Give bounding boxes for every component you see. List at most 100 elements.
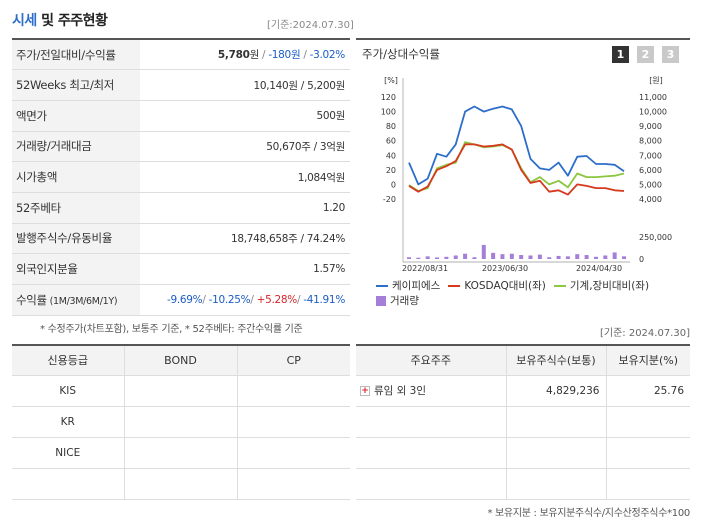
expand-icon[interactable]: +: [360, 386, 370, 396]
volume-bar: [425, 256, 430, 259]
quote-table: 주가/전일대비/수익률 5,780원 / -180원 / -3.02% 52We…: [12, 38, 350, 316]
row-value: 1.20: [322, 201, 345, 214]
row-label: 시가총액: [12, 161, 140, 193]
chart-panel: 주가/상대수익률 1 2 3 [%] [원] 120 100 80 60 40 20 0 -20 1…: [356, 38, 690, 318]
right-tick-label: 9,000: [639, 122, 662, 131]
major-shareholders-table: 주요주주 보유주식수(보통) 보유지분(%) + 류임 외 3인 4,829,23…: [356, 344, 690, 500]
volume-bar: [622, 256, 626, 259]
chart-title: 주가/상대수익률: [362, 47, 440, 61]
footnote-quote: * 수정주가(차트포함), 보통주 기준, * 52주베타: 주간수익률 기준: [40, 324, 303, 335]
left-tick-label: -20: [383, 195, 396, 204]
legend-volume: 거래량: [376, 293, 419, 308]
footnote-holdings: * 보유지분 : 보유지분주식수/지수산정주식수*100: [487, 508, 690, 519]
row-value: 1,084억원: [297, 171, 346, 184]
volume-bar: [416, 257, 421, 259]
table-row: NICE: [12, 436, 350, 469]
x-tick-label: 2023/06/30: [482, 264, 528, 273]
row-value: 50,670주 / 3억원: [266, 140, 345, 153]
row-label: 외국인지분율: [12, 253, 140, 285]
series-line: [408, 105, 625, 186]
right-tick-label: 8,000: [639, 137, 662, 146]
volume-bar: [593, 256, 598, 259]
volume-bar: [612, 252, 617, 259]
legend-kosdaq: KOSDAQ대비(좌): [448, 278, 546, 293]
chart-legend: 케이피에스 KOSDAQ대비(좌) 기계,장비대비(좌) 거래량: [376, 278, 657, 308]
volume-bar: [528, 255, 533, 259]
volume-tick-label: 250,000: [639, 233, 672, 242]
row-value: 18,748,658주 / 74.24%: [230, 232, 345, 245]
table-row: [356, 467, 690, 500]
table-row: KIS: [12, 374, 350, 407]
asof-date-2: [기준: 2024.07.30]: [599, 328, 690, 339]
left-tick-label: 20: [386, 166, 396, 175]
right-tick-label: 11,000: [639, 93, 667, 102]
chart-page-button-1[interactable]: 1: [612, 46, 629, 63]
row-label: 52Weeks 최고/최저: [12, 69, 140, 101]
right-tick-label: 4,000: [639, 195, 662, 204]
volume-zero-label: 0: [639, 255, 644, 264]
volume-bar: [444, 256, 449, 259]
right-tick-label: 10,000: [639, 108, 667, 117]
row-value: 1.57%: [313, 263, 345, 276]
right-axis-unit: [원]: [649, 76, 663, 85]
left-axis-unit: [%]: [384, 76, 398, 85]
left-tick-label: 100: [381, 108, 396, 117]
volume-bar: [463, 253, 468, 259]
volume-bar: [575, 254, 580, 259]
volume-bar: [547, 257, 552, 259]
legend-machine: 기계,장비대비(좌): [553, 278, 649, 293]
row-price: 주가/전일대비/수익률 5,780원 / -180원 / -3.02%: [12, 39, 350, 70]
col-header: 보유주식수(보통): [505, 345, 607, 376]
series-line: [408, 141, 625, 192]
row-label: 액면가: [12, 100, 140, 132]
left-tick-label: 60: [386, 137, 396, 146]
chart-page-button-3[interactable]: 3: [662, 46, 679, 63]
price-chart: [%] [원] 120 100 80 60 40 20 0 -20 11,000 10,000 9,00…: [381, 76, 672, 273]
right-tick-label: 6,000: [639, 166, 662, 175]
col-header: 신용등급: [12, 345, 125, 376]
volume-bar: [491, 252, 496, 259]
row-label: 발행주식수/유동비율: [12, 223, 140, 254]
right-tick-label: 7,000: [639, 151, 662, 160]
volume-bar: [565, 256, 570, 259]
credit-rating-table: 신용등급 BOND CP KIS KR NICE: [12, 344, 350, 500]
volume-bar: [500, 254, 505, 259]
col-header: CP: [236, 345, 350, 376]
row-value: 10,140원 / 5,200원: [253, 79, 345, 92]
legend-price: 케이피에스: [376, 278, 440, 293]
asof-date: [기준:2024.07.30]: [267, 20, 354, 31]
volume-bar: [453, 255, 458, 259]
table-row: [356, 436, 690, 469]
row-label: 주가/전일대비/수익률: [12, 39, 140, 70]
col-header: 보유지분(%): [605, 345, 690, 376]
table-row: KR: [12, 405, 350, 438]
table-row: [12, 467, 350, 500]
volume-bar: [584, 255, 589, 259]
left-tick-label: 0: [391, 180, 396, 189]
right-tick-label: 5,000: [639, 180, 662, 189]
row-label: 거래량/거래대금: [12, 131, 140, 162]
section-title: 시세 및 주주현황: [12, 13, 108, 29]
volume-bar: [519, 255, 524, 259]
table-row: + 류임 외 3인 4,829,236 25.76: [356, 374, 690, 407]
volume-bar: [556, 255, 561, 259]
x-tick-label: 2024/04/30: [576, 264, 622, 273]
left-tick-label: 40: [386, 151, 396, 160]
table-row: [356, 405, 690, 438]
volume-bar: [509, 253, 514, 259]
volume-bar: [537, 254, 542, 259]
row-label: 52주베타: [12, 192, 140, 224]
volume-bar: [603, 255, 608, 259]
volume-bar: [435, 257, 440, 259]
left-tick-label: 80: [386, 122, 396, 131]
row-value: 500원: [316, 110, 345, 123]
row-returns: 수익률 (1M/3M/6M/1Y) -9.69%/ -10.25%/ +5.28…: [12, 284, 350, 316]
chart-page-button-2[interactable]: 2: [637, 46, 654, 63]
volume-bar: [472, 257, 477, 259]
col-header: 주요주주: [356, 345, 507, 376]
series-line: [408, 143, 625, 196]
left-tick-label: 120: [381, 93, 396, 102]
x-tick-label: 2022/08/31: [402, 264, 448, 273]
volume-bar: [481, 244, 486, 259]
col-header: BOND: [123, 345, 238, 376]
